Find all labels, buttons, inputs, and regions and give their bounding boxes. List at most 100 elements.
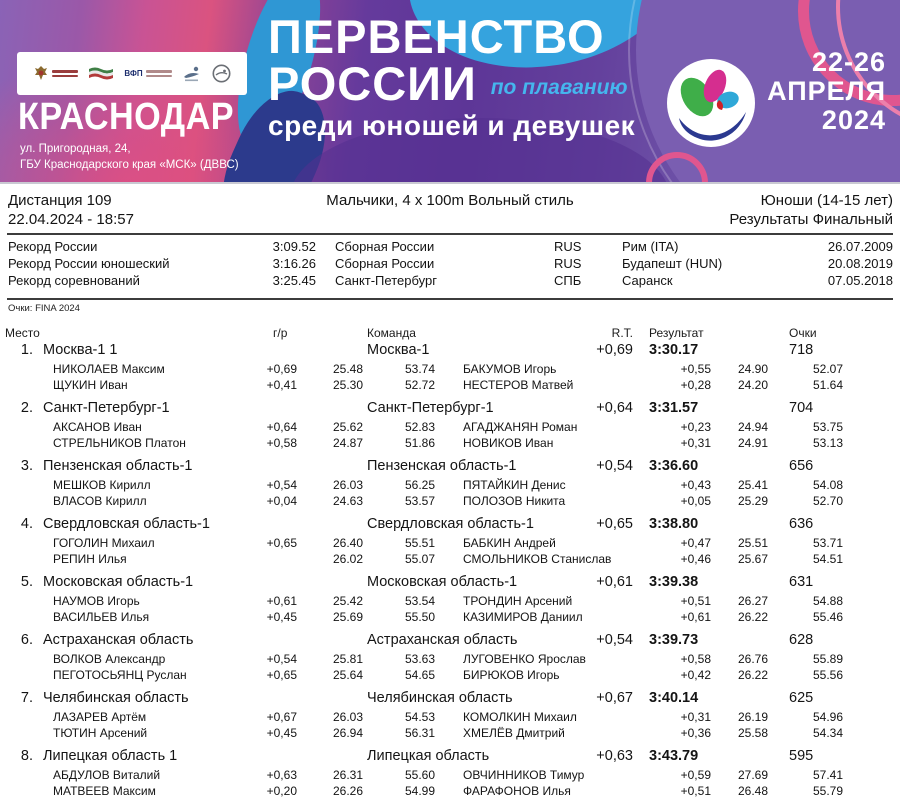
team-name-2: Астраханская область bbox=[367, 632, 518, 648]
record-date: 20.08.2019 bbox=[827, 256, 893, 271]
team-points: 595 bbox=[789, 748, 814, 764]
venue-address-line2: ГБУ Краснодарского края «МСК» (ДВВС) bbox=[20, 159, 239, 172]
swimmer-row: РЕПИН Илья 26.02 55.07 СМОЛЬНИКОВ Станис… bbox=[0, 552, 900, 568]
event-banner: ВФП КРАСНОДАР ул. Пригородная, 24, ГБУ К… bbox=[0, 0, 900, 184]
swimmer-reaction: +0,69 bbox=[266, 362, 297, 376]
header-reaction-time: R.T. bbox=[611, 326, 633, 340]
swimmer-reaction: +0,43 bbox=[680, 478, 711, 492]
team-reaction-time: +0,54 bbox=[596, 458, 633, 474]
swimmer-split-50: 24.20 bbox=[737, 378, 768, 392]
team-result-time: 3:39.38 bbox=[649, 574, 699, 590]
event-title-line3: среди юношей и девушек bbox=[268, 110, 636, 141]
swimmer-row: МЕШКОВ Кирилл +0,54 26.03 56.25 ПЯТАЙКИН… bbox=[0, 478, 900, 494]
swimmer-split-50: 25.29 bbox=[737, 494, 768, 508]
age-category: Юноши (14-15 лет) bbox=[760, 192, 893, 209]
swimmer-split-100: 51.64 bbox=[812, 378, 843, 392]
swimmer-row: НАУМОВ Игорь +0,61 25.42 53.54 ТРОНДИН А… bbox=[0, 594, 900, 610]
swimmer-reaction: +0,67 bbox=[266, 710, 297, 724]
swimmer-row: АКСАНОВ Иван +0,64 25.62 52.83 АГАДЖАНЯН… bbox=[0, 420, 900, 436]
swimmer-reaction: +0,65 bbox=[266, 668, 297, 682]
record-team-code: RUS bbox=[554, 256, 582, 271]
swimmer-name: ПОЛОЗОВ Никита bbox=[463, 494, 566, 508]
team-points: 625 bbox=[789, 690, 814, 706]
swimmer-split-100: 56.31 bbox=[404, 726, 435, 740]
swimmer-name: АГАДЖАНЯН Роман bbox=[463, 420, 578, 434]
swimmer-split-100: 55.89 bbox=[812, 652, 843, 666]
team-result-time: 3:38.80 bbox=[649, 516, 699, 532]
swimmer-name: ЛУГОВЕНКО Ярослав bbox=[463, 652, 586, 666]
event-title-discipline: по плаванию bbox=[490, 76, 628, 99]
record-label: Рекорд соревнований bbox=[8, 273, 140, 288]
swimmer-name: РЕПИН Илья bbox=[53, 552, 127, 566]
team-name: Липецкая область 1 bbox=[43, 748, 178, 764]
swimmer-name: ФАРАФОНОВ Илья bbox=[463, 784, 571, 798]
swimmer-split-100: 55.60 bbox=[404, 768, 435, 782]
swimmer-split-50: 25.64 bbox=[332, 668, 363, 682]
swimmer-row: ВЛАСОВ Кирилл +0,04 24.63 53.57 ПОЛОЗОВ … bbox=[0, 494, 900, 510]
team-name: Санкт-Петербург-1 bbox=[43, 400, 170, 416]
team-result-block: 2. Санкт-Петербург-1 Санкт-Петербург-1 +… bbox=[0, 400, 900, 452]
team-points: 704 bbox=[789, 400, 814, 416]
swimmer-split-50: 24.87 bbox=[332, 436, 363, 450]
event-title-line2: РОССИИ bbox=[268, 57, 477, 110]
swimmer-reaction: +0,65 bbox=[266, 536, 297, 550]
swimmer-split-50: 26.94 bbox=[332, 726, 363, 740]
points-system-note: Очки: FINA 2024 bbox=[8, 303, 80, 314]
team-result-time: 3:39.73 bbox=[649, 632, 699, 648]
swimmer-split-100: 55.07 bbox=[404, 552, 435, 566]
swimmer-split-50: 26.22 bbox=[737, 668, 768, 682]
swimmer-reaction: +0,28 bbox=[680, 378, 711, 392]
swimmer-split-100: 55.79 bbox=[812, 784, 843, 798]
swimmer-split-100: 57.41 bbox=[812, 768, 843, 782]
record-team: Сборная России bbox=[335, 239, 435, 254]
swimmer-split-100: 54.65 bbox=[404, 668, 435, 682]
swimmer-name: СТРЕЛЬНИКОВ Платон bbox=[53, 436, 186, 450]
round-emblem-icon bbox=[212, 64, 231, 83]
record-date: 07.05.2018 bbox=[827, 273, 893, 288]
swimmer-split-100: 54.51 bbox=[812, 552, 843, 566]
swimmer-name: ТРОНДИН Арсений bbox=[463, 594, 573, 608]
team-name: Свердловская область-1 bbox=[43, 516, 210, 532]
distance-number: Дистанция 109 bbox=[8, 192, 112, 209]
swimmer-reaction: +0,20 bbox=[266, 784, 297, 798]
swimmer-name: ГОГОЛИН Михаил bbox=[53, 536, 155, 550]
swimmer-name: ХМЕЛЁВ Дмитрий bbox=[463, 726, 565, 740]
swimmer-name: АКСАНОВ Иван bbox=[53, 420, 142, 434]
record-team: Сборная России bbox=[335, 256, 435, 271]
swimmer-row: ЛАЗАРЕВ Артём +0,67 26.03 54.53 КОМОЛКИН… bbox=[0, 710, 900, 726]
results-table-header: Место г/р Команда R.T. Результат Очки bbox=[0, 326, 900, 342]
record-date: 26.07.2009 bbox=[827, 239, 893, 254]
swimmer-reaction: +0,41 bbox=[266, 378, 297, 392]
swimmer-split-100: 54.08 bbox=[812, 478, 843, 492]
double-eagle-icon bbox=[35, 65, 48, 80]
swimmer-name: АБДУЛОВ Виталий bbox=[53, 768, 161, 782]
swimmer-split-100: 56.25 bbox=[404, 478, 435, 492]
swimmer-reaction: +0,47 bbox=[680, 536, 711, 550]
header-place: Место bbox=[5, 326, 40, 340]
swimmer-reaction: +0,45 bbox=[266, 726, 297, 740]
team-row: 7. Челябинская область Челябинская облас… bbox=[0, 690, 900, 710]
round-label: Результаты Финальный bbox=[729, 211, 893, 228]
results-table: Место г/р Команда R.T. Результат Очки 1.… bbox=[0, 326, 900, 800]
swimmer-split-100: 54.53 bbox=[404, 710, 435, 724]
swimmer-split-50: 26.27 bbox=[737, 594, 768, 608]
team-points: 656 bbox=[789, 458, 814, 474]
team-name-2: Санкт-Петербург-1 bbox=[367, 400, 494, 416]
swimmer-split-50: 25.42 bbox=[332, 594, 363, 608]
swimmer-split-100: 55.56 bbox=[812, 668, 843, 682]
swimmer-name: ПЕГОТОСЬЯНЦ Руслан bbox=[53, 668, 187, 682]
swimmer-reaction: +0,04 bbox=[266, 494, 297, 508]
swimmer-pictogram-icon bbox=[183, 66, 199, 81]
race-title: Мальчики, 4 x 100m Вольный стиль bbox=[326, 192, 574, 209]
record-time: 3:25.45 bbox=[272, 273, 316, 288]
team-result-block: 5. Московская область-1 Московская облас… bbox=[0, 574, 900, 626]
swimmer-split-50: 25.58 bbox=[737, 726, 768, 740]
team-name-2: Московская область-1 bbox=[367, 574, 518, 590]
swimmer-name: ВАСИЛЬЕВ Илья bbox=[53, 610, 150, 624]
team-result-time: 3:30.17 bbox=[649, 342, 699, 358]
swimmer-row: ЩУКИН Иван +0,41 25.30 52.72 НЕСТЕРОВ Ма… bbox=[0, 378, 900, 394]
swimmer-split-50: 26.02 bbox=[332, 552, 363, 566]
swimmer-split-50: 24.63 bbox=[332, 494, 363, 508]
event-info-header: Дистанция 109 Мальчики, 4 x 100m Вольный… bbox=[0, 184, 900, 230]
team-row: 8. Липецкая область 1 Липецкая область +… bbox=[0, 748, 900, 768]
